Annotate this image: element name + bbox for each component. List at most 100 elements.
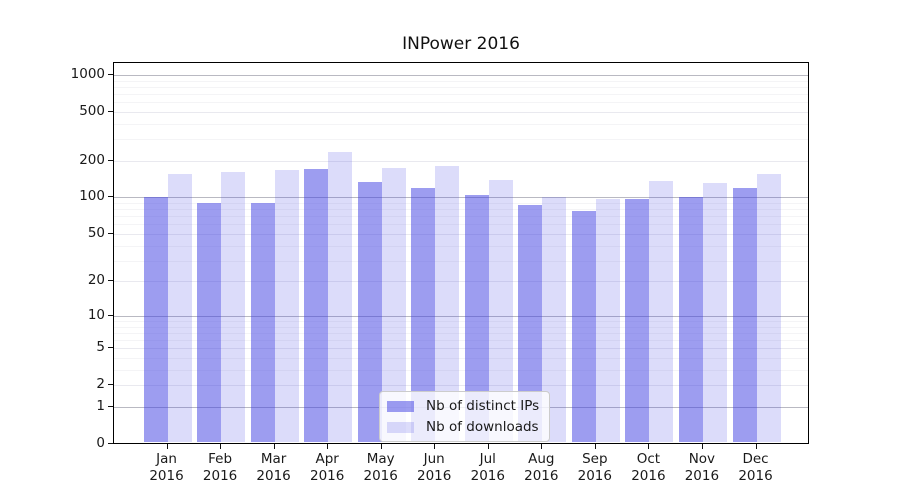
bar-downloads-apr [328,152,353,442]
x-tick-mark-dec [755,444,757,449]
gridline-3 [114,369,808,371]
gridline-1000 [114,74,808,76]
x-tick-mark-mar [273,444,275,449]
bar-ips-nov [678,196,703,442]
y-tick-mark-10 [108,314,113,316]
y-tick-label-500: 500 [79,102,105,119]
x-tick-mark-apr [327,444,329,449]
legend-row-downloads: Nb of downloads [387,419,539,435]
y-tick-label-20: 20 [87,272,105,289]
bar-downloads-sep [595,198,620,442]
bars-layer [114,63,808,443]
gridline-4 [114,358,808,359]
gridline-700 [114,93,808,95]
gridline-30 [114,260,808,262]
legend-label-distinct-ips: Nb of distinct IPs [426,398,540,414]
legend-swatch-downloads [387,421,414,433]
gridline-90 [114,203,808,204]
gridline-20 [114,281,808,283]
legend: Nb of distinct IPs Nb of downloads [379,391,551,442]
chart-title: INPower 2016 [402,34,520,54]
y-tick-mark-5 [108,347,113,349]
gridline-5 [114,348,808,350]
bar-ips-sep [571,210,596,442]
y-tick-label-0: 0 [96,435,105,451]
y-tick-mark-50 [108,232,113,234]
x-tick-label-dec: Dec 2016 [738,451,773,484]
x-tick-label-may: May 2016 [363,451,398,484]
y-tick-label-5: 5 [96,339,105,356]
x-tick-mark-jun [434,444,436,449]
x-tick-mark-sep [594,444,596,449]
x-tick-label-nov: Nov 2016 [684,451,720,484]
x-tick-label-mar: Mar 2016 [256,451,291,484]
x-tick-label-jul: Jul 2016 [470,451,505,484]
x-tick-mark-feb [220,444,222,449]
gridline-600 [114,102,808,104]
y-tick-label-10: 10 [87,306,105,323]
x-tick-label-aug: Aug 2016 [524,451,559,484]
y-tick-mark-0 [108,443,113,444]
y-tick-label-100: 100 [79,188,105,205]
y-tick-mark-1000 [108,73,113,75]
y-tick-label-200: 200 [79,151,105,168]
y-tick-mark-1 [108,406,113,407]
x-tick-label-apr: Apr 2016 [310,451,345,484]
bar-downloads-oct [649,181,674,442]
gridline-900 [114,80,808,82]
gridline-400 [114,123,808,125]
y-tick-mark-2 [108,384,113,386]
grid-layer [114,63,808,443]
x-tick-label-oct: Oct 2016 [631,451,666,484]
y-tick-mark-20 [108,280,113,282]
x-tick-label-jan: Jan 2016 [149,451,184,484]
bar-ips-feb [197,203,222,442]
gridline-6 [114,340,808,341]
gridline-80 [114,209,808,211]
y-tick-mark-500 [108,110,113,112]
bar-downloads-nov [702,183,727,442]
gridline-70 [114,216,808,218]
x-tick-mark-jan [166,444,168,449]
bar-downloads-jan [167,174,192,442]
gridline-300 [114,139,808,141]
legend-label-downloads: Nb of downloads [426,419,539,435]
x-tick-mark-jul [487,444,489,449]
gridline-200 [114,160,808,162]
x-tick-label-feb: Feb 2016 [202,451,238,484]
legend-row-distinct-ips: Nb of distinct IPs [387,398,539,414]
x-tick-mark-nov [701,444,703,449]
gridline-100 [114,197,808,199]
gridline-800 [114,86,808,88]
gridline-40 [114,245,808,247]
gridline-7 [114,332,808,334]
y-tick-mark-100 [108,196,113,198]
x-tick-label-sep: Sep 2016 [577,451,612,484]
x-tick-mark-aug [541,444,543,449]
x-tick-label-jun: Jun 2016 [417,451,452,484]
y-tick-label-50: 50 [87,224,105,241]
gridline-60 [114,224,808,226]
bar-ips-jan [143,197,168,442]
bar-downloads-dec [756,174,781,442]
bar-ips-apr [304,169,329,442]
legend-swatch-distinct-ips [387,400,414,412]
bar-ips-dec [732,188,757,442]
y-tick-label-2: 2 [96,376,105,393]
bar-ips-may [357,181,382,442]
gridline-50 [114,233,808,235]
bar-downloads-mar [274,169,299,442]
bar-downloads-feb [221,171,246,442]
gridline-10 [114,315,808,317]
y-tick-label-1: 1 [96,398,105,414]
y-tick-mark-200 [108,159,113,161]
gridline-8 [114,326,808,328]
x-tick-mark-oct [648,444,650,449]
gridline-500 [114,111,808,113]
y-tick-label-1000: 1000 [70,65,105,82]
gridline-9 [114,321,808,322]
bar-ips-oct [625,198,650,442]
bar-ips-mar [250,203,275,442]
gridline-2 [114,385,808,387]
